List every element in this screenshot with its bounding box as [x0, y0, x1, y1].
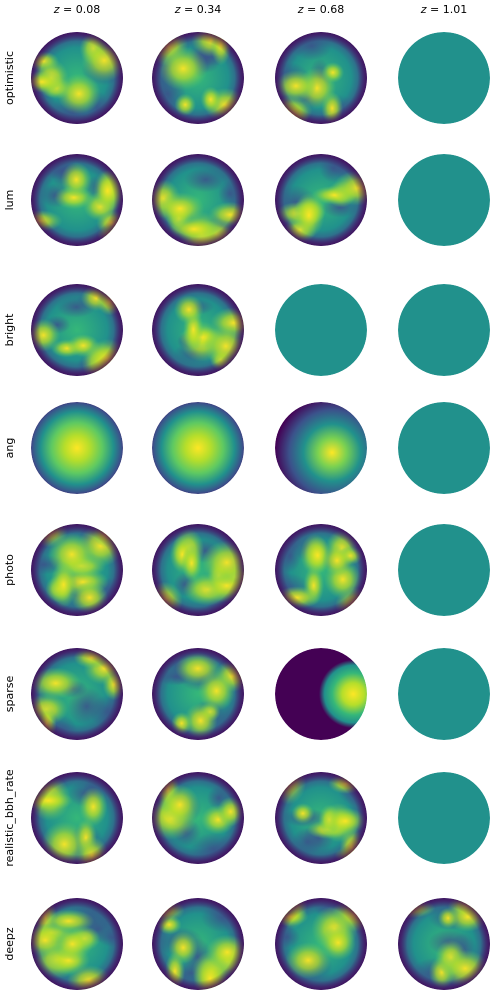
sky-map-photo-col-4 [398, 524, 490, 616]
sky-map-sparse-col-4 [398, 648, 490, 740]
sky-map-photo-col-2 [152, 524, 244, 616]
sky-map-lum-col-2 [152, 154, 244, 246]
row-label-deepz: deepz [3, 927, 16, 961]
row-label-ang: ang [3, 438, 16, 459]
sky-map-bright-col-3 [275, 284, 367, 376]
sky-map-optimistic-col-4 [398, 32, 490, 124]
column-title-3: z = 0.68 [297, 3, 344, 16]
sky-map-photo-col-3 [275, 524, 367, 616]
row-label-sparse: sparse [3, 676, 16, 713]
column-title-1: z = 0.08 [53, 3, 100, 16]
sky-map-deepz-col-4 [398, 898, 490, 990]
sky-map-realistic-bbh-rate-col-2 [152, 772, 244, 864]
row-label-photo: photo [3, 554, 16, 586]
sky-map-ang-col-3 [275, 402, 367, 494]
sky-map-realistic-bbh-rate-col-4 [398, 772, 490, 864]
sky-map-realistic-bbh-rate-col-1 [31, 772, 123, 864]
sky-map-optimistic-col-1 [31, 32, 123, 124]
sky-map-photo-col-1 [31, 524, 123, 616]
sky-map-deepz-col-3 [275, 898, 367, 990]
row-label-lum: lum [3, 190, 16, 211]
column-title-4: z = 1.01 [420, 3, 467, 16]
row-label-realistic-bbh-rate: realistic_bbh_rate [3, 769, 16, 867]
sky-map-bright-col-4 [398, 284, 490, 376]
sky-map-ang-col-1 [31, 402, 123, 494]
sky-map-lum-col-3 [275, 154, 367, 246]
column-title-2: z = 0.34 [174, 3, 221, 16]
row-label-bright: bright [3, 313, 16, 347]
sky-map-realistic-bbh-rate-col-3 [275, 772, 367, 864]
sky-map-lum-col-1 [31, 154, 123, 246]
sky-map-sparse-col-1 [31, 648, 123, 740]
sky-map-deepz-col-1 [31, 898, 123, 990]
sky-map-ang-col-2 [152, 402, 244, 494]
sky-map-sparse-col-2 [152, 648, 244, 740]
sky-map-lum-col-4 [398, 154, 490, 246]
sky-map-deepz-col-2 [152, 898, 244, 990]
sky-map-bright-col-2 [152, 284, 244, 376]
sky-map-ang-col-4 [398, 402, 490, 494]
sky-map-sparse-col-3 [275, 648, 367, 740]
sky-map-optimistic-col-2 [152, 32, 244, 124]
row-label-optimistic: optimistic [3, 51, 16, 105]
sky-map-bright-col-1 [31, 284, 123, 376]
sky-map-optimistic-col-3 [275, 32, 367, 124]
